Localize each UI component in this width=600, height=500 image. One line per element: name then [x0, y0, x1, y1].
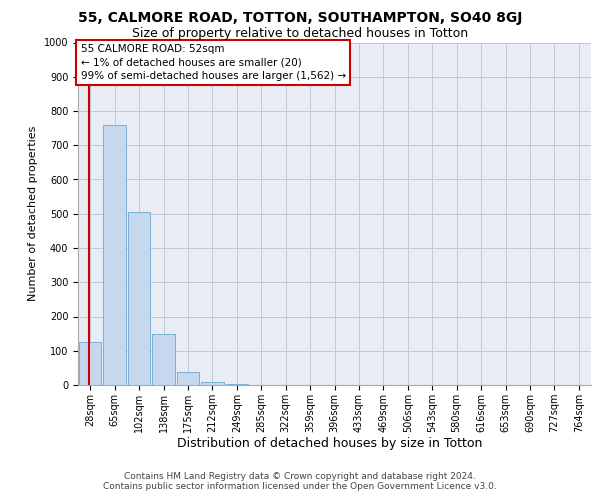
Y-axis label: Number of detached properties: Number of detached properties [28, 126, 38, 302]
Text: 55, CALMORE ROAD, TOTTON, SOUTHAMPTON, SO40 8GJ: 55, CALMORE ROAD, TOTTON, SOUTHAMPTON, S… [78, 11, 522, 25]
Bar [103, 124, 126, 385]
Bar [79, 342, 101, 385]
Text: Size of property relative to detached houses in Totton: Size of property relative to detached ho… [132, 28, 468, 40]
Text: Contains HM Land Registry data © Crown copyright and database right 2024.: Contains HM Land Registry data © Crown c… [124, 472, 476, 481]
Text: 55 CALMORE ROAD: 52sqm
← 1% of detached houses are smaller (20)
99% of semi-deta: 55 CALMORE ROAD: 52sqm ← 1% of detached … [80, 44, 346, 80]
Bar [128, 212, 151, 385]
Text: Distribution of detached houses by size in Totton: Distribution of detached houses by size … [178, 437, 482, 450]
Text: Contains public sector information licensed under the Open Government Licence v3: Contains public sector information licen… [103, 482, 497, 491]
Bar [226, 384, 248, 385]
Bar [152, 334, 175, 385]
Bar [201, 382, 224, 385]
Bar [176, 372, 199, 385]
